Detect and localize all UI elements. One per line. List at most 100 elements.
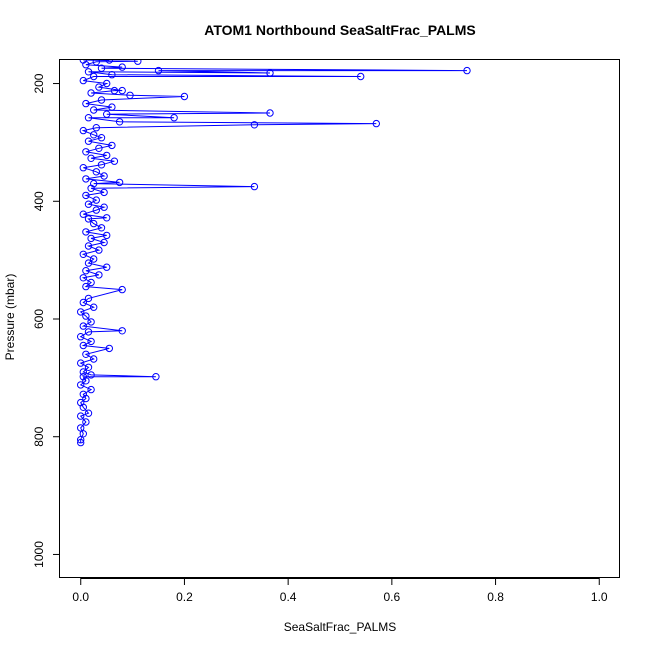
data-point — [77, 381, 85, 389]
y-tick-label: 200 — [32, 73, 46, 93]
data-point — [95, 246, 103, 254]
data-point — [77, 308, 85, 316]
data-point — [87, 371, 95, 379]
data-point — [95, 271, 103, 279]
chart-title: ATOM1 Northbound SeaSaltFrac_PALMS — [204, 22, 475, 38]
data-point — [170, 114, 178, 122]
data-point — [250, 182, 259, 191]
data-point — [79, 390, 88, 398]
data-point — [103, 231, 111, 240]
data-point — [90, 179, 98, 188]
data-point — [92, 196, 101, 204]
data-point — [97, 161, 106, 169]
y-tick-label: 600 — [32, 309, 46, 329]
data-point — [87, 318, 95, 326]
data-point — [82, 191, 90, 200]
data-point — [250, 121, 259, 129]
x-axis-label: SeaSaltFrac_PALMS — [284, 620, 397, 634]
y-tick-label: 800 — [32, 426, 46, 446]
data-point — [84, 328, 93, 336]
data-point — [82, 282, 90, 291]
data-point — [79, 164, 88, 172]
data-point — [266, 69, 274, 77]
data-point — [90, 72, 98, 81]
data-point — [97, 64, 106, 72]
data-point — [103, 110, 111, 118]
data-point — [463, 66, 471, 75]
data-point — [82, 312, 90, 320]
data-point — [105, 344, 114, 353]
data-point — [87, 337, 95, 346]
data-point — [357, 72, 365, 81]
data-point — [115, 178, 124, 187]
data-point — [97, 224, 106, 232]
data-point — [100, 172, 108, 180]
data-point — [82, 99, 90, 108]
data-point — [92, 124, 101, 132]
data-point — [118, 285, 126, 294]
data-point — [82, 418, 90, 426]
data-point — [79, 298, 88, 307]
data-point — [87, 154, 95, 163]
data-point — [126, 91, 134, 100]
data-point — [77, 359, 85, 367]
data-point — [84, 137, 93, 145]
data-point — [77, 424, 85, 432]
data-point — [108, 103, 116, 111]
x-tick-label: 0.0 — [72, 590, 89, 604]
data-point — [77, 333, 85, 341]
data-point — [84, 242, 93, 250]
data-point — [79, 76, 88, 85]
data-point — [90, 355, 98, 363]
data-point — [90, 131, 98, 139]
plot-frame — [59, 59, 620, 578]
data-point — [84, 294, 93, 303]
data-point — [105, 60, 113, 64]
data-point — [92, 60, 100, 66]
data-point — [77, 438, 85, 447]
x-tick-label: 0.6 — [384, 590, 401, 604]
x-tick-label: 0.8 — [487, 590, 504, 604]
data-point — [79, 250, 88, 259]
data-point — [79, 373, 88, 381]
data-point — [180, 92, 189, 101]
data-point — [82, 267, 90, 275]
data-point — [82, 228, 90, 236]
data-point — [118, 86, 126, 95]
data-point — [79, 341, 88, 350]
data-point — [100, 238, 108, 247]
data-point — [84, 409, 93, 417]
data-point — [372, 119, 380, 128]
y-axis: 200 400 600 800 1000 — [32, 73, 60, 568]
x-tick-label: 1.0 — [591, 590, 608, 604]
data-point — [103, 214, 111, 222]
data-point — [110, 86, 119, 95]
data-point — [87, 385, 95, 394]
data-point — [79, 126, 88, 135]
data-point — [79, 210, 88, 218]
data-point — [97, 134, 106, 142]
data-point — [87, 89, 95, 97]
y-tick-label: 1000 — [32, 541, 46, 568]
data-point — [82, 377, 90, 385]
data-point — [87, 234, 95, 243]
data-point — [84, 200, 93, 208]
data-point — [90, 106, 98, 114]
data-point — [95, 144, 103, 153]
data-point — [90, 255, 98, 263]
data-point — [118, 63, 126, 71]
data-point — [100, 188, 108, 197]
data-point — [92, 206, 101, 214]
data-point — [84, 114, 93, 122]
data-point — [82, 175, 90, 183]
data-point — [110, 157, 119, 165]
data-point — [79, 430, 88, 438]
data-point — [92, 168, 101, 176]
data-point — [103, 263, 111, 271]
data-point — [97, 96, 106, 104]
data-point — [79, 368, 88, 376]
x-axis: 0.0 0.2 0.4 0.6 0.8 1.0 — [72, 578, 608, 604]
data-point — [103, 79, 111, 88]
data-point — [84, 259, 93, 267]
